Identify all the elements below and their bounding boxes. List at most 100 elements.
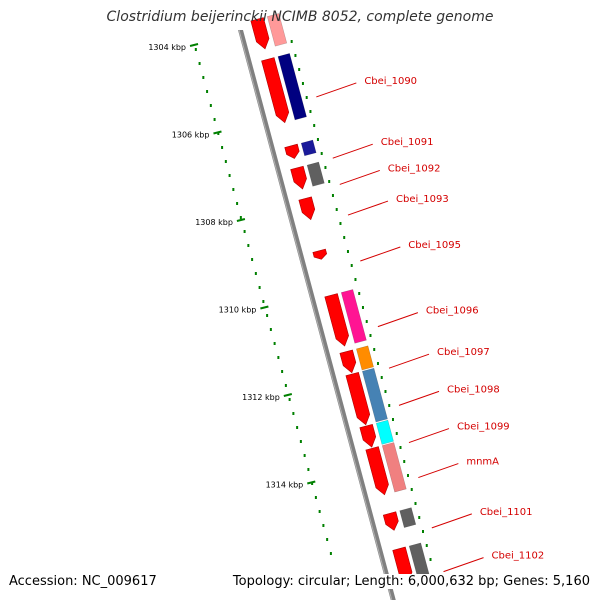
gene-leader-line	[408, 428, 450, 444]
cog-block	[381, 442, 407, 493]
ruler-dot	[307, 468, 310, 471]
tick-label: 1304 kbp	[148, 43, 186, 52]
cog-block	[277, 53, 307, 121]
feature-guide-dot	[376, 362, 379, 365]
tick-mark	[236, 218, 246, 222]
ruler-dot	[311, 482, 314, 485]
ruler-dot	[284, 384, 287, 387]
gene-leader-line	[347, 200, 389, 216]
ruler-dot	[326, 538, 329, 541]
feature-guide-dot	[328, 180, 331, 183]
tick-mark	[189, 43, 199, 47]
tick-mark	[307, 480, 316, 485]
ruler-dot	[239, 216, 242, 219]
feature-guide-dot	[313, 124, 316, 127]
feature-guide-dot	[301, 82, 304, 85]
cog-block	[340, 289, 367, 344]
ruler-dot	[232, 188, 235, 191]
gene-arrow	[359, 423, 377, 448]
gene-label: Cbei_1095	[408, 240, 461, 251]
ruler-dot	[277, 356, 280, 359]
cog-block	[356, 345, 374, 371]
ruler-dot	[206, 90, 209, 93]
tick-mark	[283, 393, 293, 397]
cog-block	[399, 507, 417, 528]
backbone-highlight	[238, 29, 393, 601]
ruler-dot	[251, 258, 254, 261]
feature-guide-dot	[316, 138, 319, 141]
gene-label: Cbei_1096	[426, 306, 479, 317]
ruler-dot	[221, 146, 224, 149]
feature-guide-dot	[384, 390, 387, 393]
feature-guide-dot	[346, 250, 349, 253]
feature-guide-dot	[290, 40, 293, 43]
ruler-dot	[258, 286, 261, 289]
gene-label: mnmA	[466, 457, 499, 468]
feature-guide-dot	[305, 96, 308, 99]
gene-leader-line	[418, 463, 459, 479]
cog-block	[375, 419, 394, 445]
ruler-dot	[288, 398, 291, 401]
gene-arrow	[345, 371, 371, 426]
gene-label: Cbei_1092	[388, 163, 441, 174]
gene-arrow	[339, 349, 357, 374]
ruler-dot	[269, 328, 272, 331]
ruler-dot	[303, 454, 306, 457]
feature-guide-dot	[365, 320, 368, 323]
ruler-dot	[228, 174, 231, 177]
gene-leader-line	[431, 513, 472, 529]
feature-guide-dot	[298, 68, 301, 71]
ruler-dot	[318, 510, 321, 513]
ruler-dot	[213, 118, 216, 121]
cog-block	[306, 161, 325, 187]
gene-label: Cbei_1101	[480, 507, 533, 518]
cog-block	[266, 13, 288, 47]
gene-label: Cbei_1098	[447, 384, 500, 395]
gene-arrow	[298, 196, 316, 221]
tick-label: 1306 kbp	[172, 131, 210, 140]
ruler-dot	[299, 440, 302, 443]
tick-label: 1312 kbp	[242, 393, 280, 402]
ruler-dot	[314, 496, 317, 499]
gene-leader-line	[443, 557, 484, 573]
feature-guide-dot	[294, 54, 297, 57]
gene-label: Cbei_1099	[457, 422, 510, 433]
tick-mark	[213, 130, 222, 135]
tick-label: 1314 kbp	[266, 481, 304, 490]
tick-mark	[260, 305, 269, 310]
feature-guide-dot	[410, 488, 413, 491]
gene-arrow	[284, 143, 300, 159]
gene-arrow	[365, 446, 389, 496]
ruler-dot	[292, 412, 295, 415]
gene-arrow	[382, 511, 399, 531]
feature-guide-dot	[369, 334, 372, 337]
gene-arrow	[312, 248, 328, 260]
ruler-dot	[202, 76, 205, 79]
ruler-dot	[236, 202, 239, 205]
page-title: Clostridium beijerinckii NCIMB 8052, com…	[106, 9, 494, 25]
feature-guide-dot	[324, 166, 327, 169]
gene-arrow	[250, 17, 270, 50]
ruler-dot	[217, 132, 220, 135]
gene-label: Cbei_1102	[492, 551, 545, 562]
ruler-dot	[243, 230, 246, 233]
gene-leader-line	[388, 353, 430, 369]
feature-guide-dot	[388, 404, 391, 407]
feature-guide-dot	[343, 236, 346, 239]
ruler-dot	[329, 552, 332, 555]
feature-guide-dot	[361, 306, 364, 309]
gene-arrow	[324, 293, 349, 347]
ruler-dot	[273, 342, 276, 345]
feature-guide-dot	[354, 278, 357, 281]
feature-guide-dot	[395, 432, 398, 435]
gene-label: Cbei_1093	[396, 194, 449, 205]
feature-guide-dot	[391, 418, 394, 421]
tick-label: 1310 kbp	[219, 306, 257, 315]
feature-guide-dot	[425, 544, 428, 547]
feature-guide-dot	[403, 460, 406, 463]
gene-arrow	[261, 57, 290, 124]
ruler-dot	[322, 524, 325, 527]
ruler-dot	[224, 160, 227, 163]
gene-leader-line	[398, 390, 440, 406]
